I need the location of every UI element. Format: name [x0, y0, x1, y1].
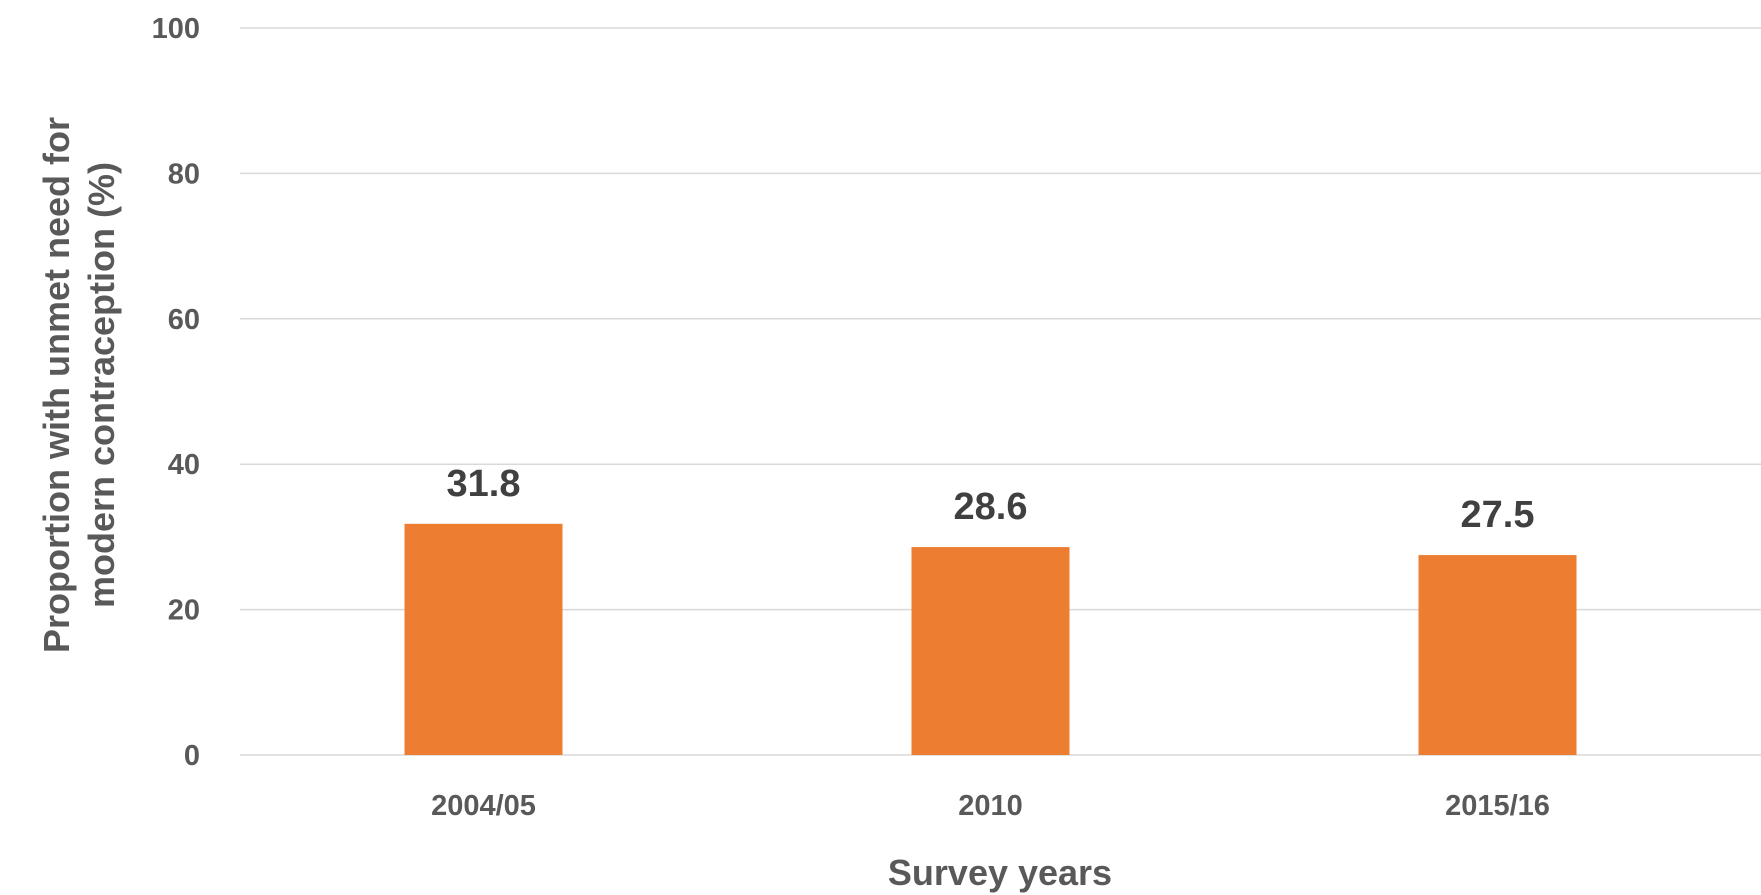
x-tick-label-2: 2010 [958, 790, 1023, 822]
y-tick-label: 80 [168, 158, 200, 190]
y-axis-ticks: 0 20 40 60 80 100 [152, 13, 200, 772]
bars [404, 523, 1577, 755]
y-tick-label: 40 [168, 449, 200, 481]
y-tick-label: 100 [152, 13, 200, 45]
x-tick-label-1: 2004/05 [431, 790, 536, 822]
x-axis-title: Survey years [888, 852, 1112, 893]
y-tick-label: 0 [184, 740, 200, 772]
y-axis-title-line-1: Proportion with unmet need for [36, 117, 77, 653]
y-tick-label: 60 [168, 304, 200, 336]
y-tick-label: 20 [168, 595, 200, 627]
bar-2 [911, 547, 1070, 755]
x-tick-label-3: 2015/16 [1445, 790, 1550, 822]
data-label-2: 28.6 [954, 486, 1028, 528]
bar-3 [1418, 555, 1577, 755]
y-axis-title-line-2: modern contraception (%) [81, 162, 122, 608]
data-label-3: 27.5 [1461, 494, 1535, 536]
y-axis-title: Proportion with unmet need for modern co… [36, 117, 122, 653]
data-labels: 31.8 28.6 27.5 [447, 463, 1535, 536]
data-label-1: 31.8 [447, 463, 521, 505]
bar-1 [404, 523, 563, 755]
x-axis-ticks: 2004/05 2010 2015/16 [431, 790, 1550, 822]
